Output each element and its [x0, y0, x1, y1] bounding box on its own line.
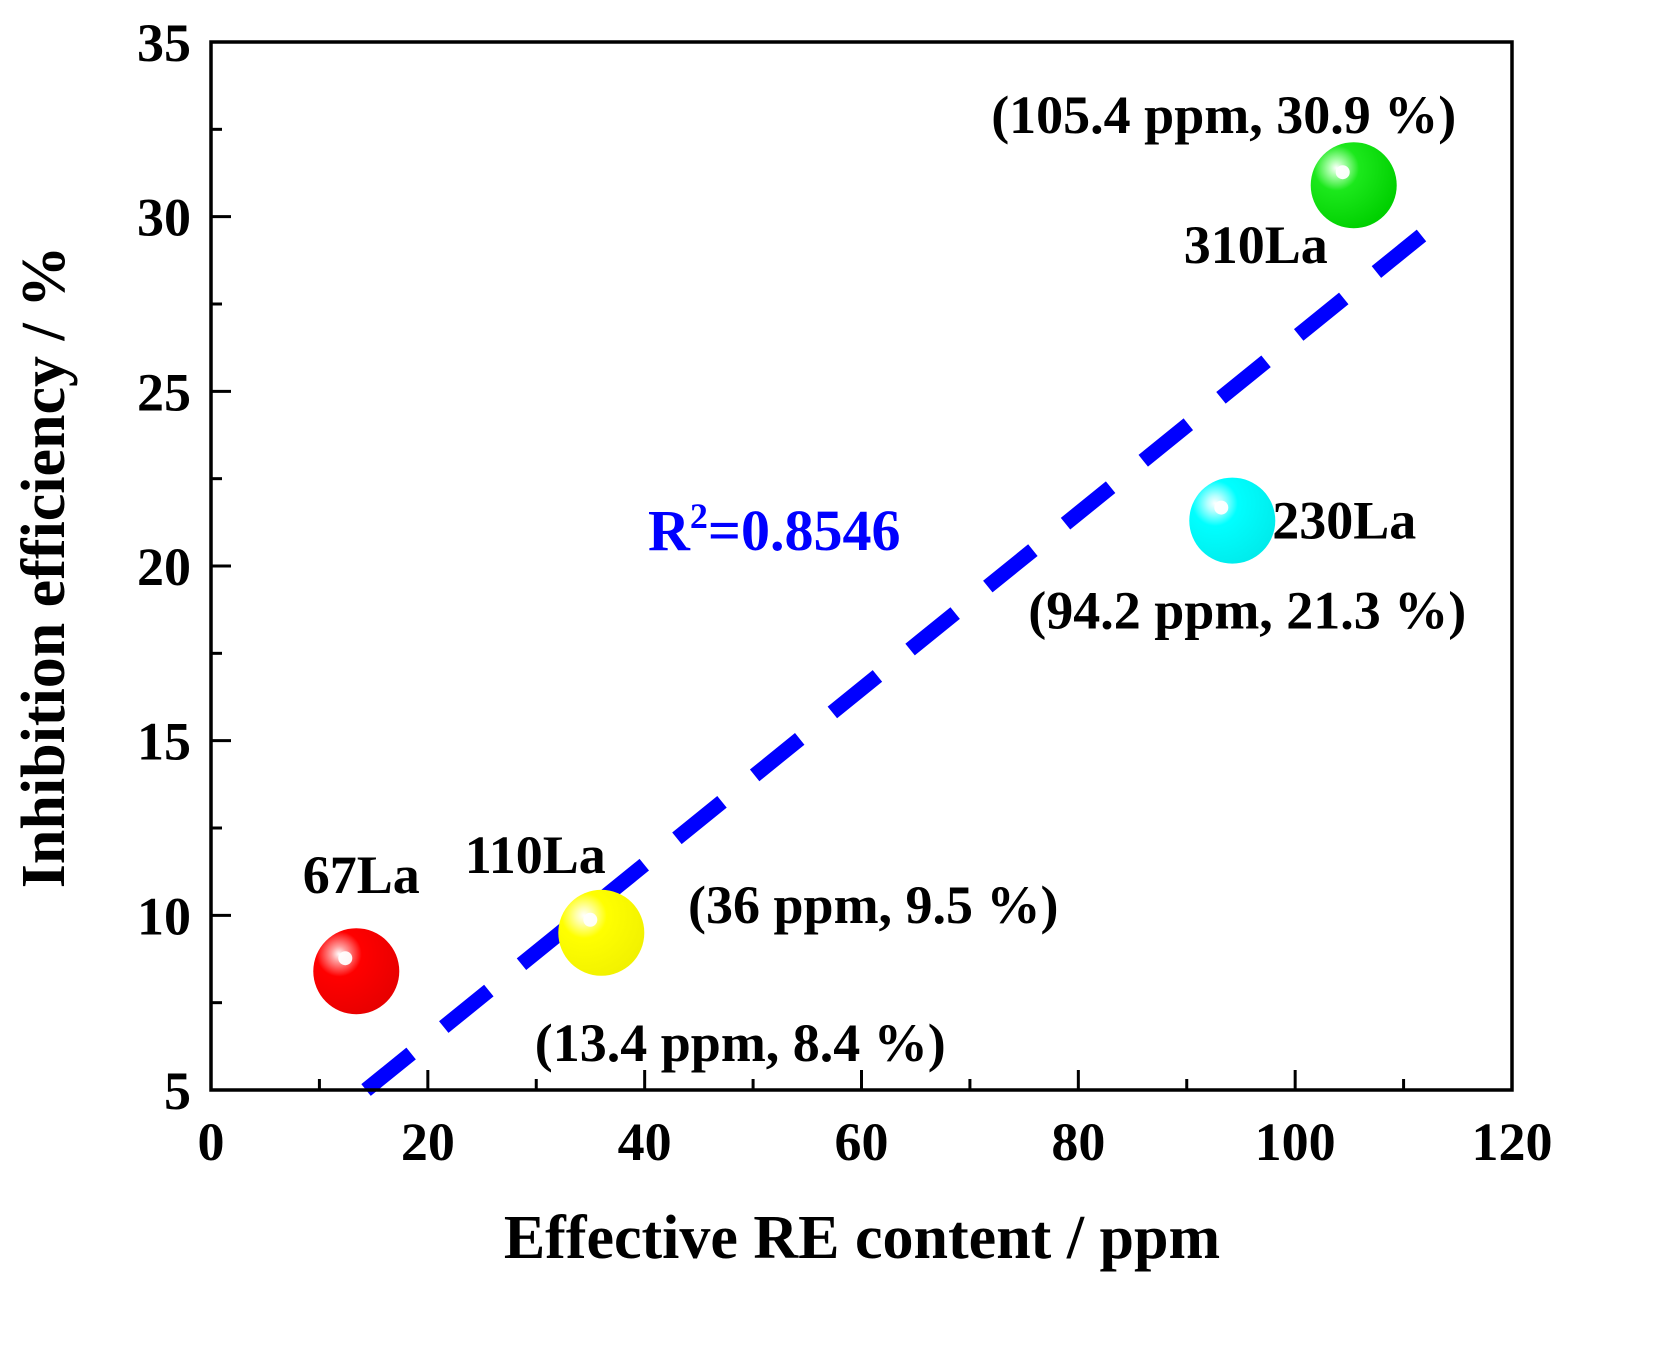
x-tick-label: 0: [198, 1112, 225, 1172]
data-points: [313, 142, 1397, 1015]
x-tick-label: 20: [401, 1112, 455, 1172]
y-tick-label: 5: [164, 1061, 191, 1121]
y-tick-label: 25: [137, 362, 191, 422]
point-name-label: 110La: [465, 825, 606, 885]
y-tick-label: 10: [137, 886, 191, 946]
point-coordinate-label: (105.4 ppm, 30.9 %): [991, 85, 1456, 145]
y-axis-title: Inhibition efficiency / %: [10, 246, 78, 888]
point-name-label: 230La: [1272, 491, 1416, 551]
point-name-label: 310La: [1184, 215, 1328, 275]
x-tick-label: 40: [618, 1112, 672, 1172]
data-point-highlight: [1214, 500, 1229, 515]
x-tick-label: 100: [1255, 1112, 1336, 1172]
point-name-label: 67La: [303, 845, 420, 905]
r-squared-value: =0.8546: [708, 498, 901, 563]
data-point-230La: [1189, 477, 1276, 564]
data-point-110La: [558, 889, 645, 976]
data-point-310La: [1310, 142, 1397, 229]
x-axis-title: Effective RE content / ppm: [504, 1204, 1220, 1272]
y-tick-label: 15: [137, 712, 191, 772]
point-coordinate-label: (13.4 ppm, 8.4 %): [535, 1013, 946, 1073]
r-squared-label: R2=0.8546: [648, 496, 900, 563]
data-point-highlight: [1335, 165, 1350, 180]
fit-line-layer: [361, 217, 1441, 1096]
data-point-67La: [313, 928, 400, 1015]
data-point-highlight: [338, 951, 353, 966]
fit-line: [361, 217, 1441, 1096]
point-coordinate-label: (94.2 ppm, 21.3 %): [1028, 581, 1466, 641]
y-tick-label: 30: [137, 188, 191, 248]
y-tick-label: 20: [137, 537, 191, 597]
x-tick-label: 120: [1472, 1112, 1553, 1172]
y-tick-label: 35: [137, 13, 191, 73]
point-labels: 67La (13.4 ppm, 8.4 %) 110La (36 ppm, 9.5 %…: [303, 85, 1467, 1073]
point-coordinate-label: (36 ppm, 9.5 %): [688, 875, 1059, 935]
r-squared-superscript: 2: [690, 496, 708, 536]
x-tick-label: 80: [1051, 1112, 1105, 1172]
data-point-highlight: [583, 912, 598, 927]
r-squared-prefix: R: [648, 498, 691, 563]
x-tick-label: 60: [835, 1112, 889, 1172]
axes: 0 20 40 60 80 100 120 5 10 15 20 25 30 35: [137, 13, 1553, 1172]
